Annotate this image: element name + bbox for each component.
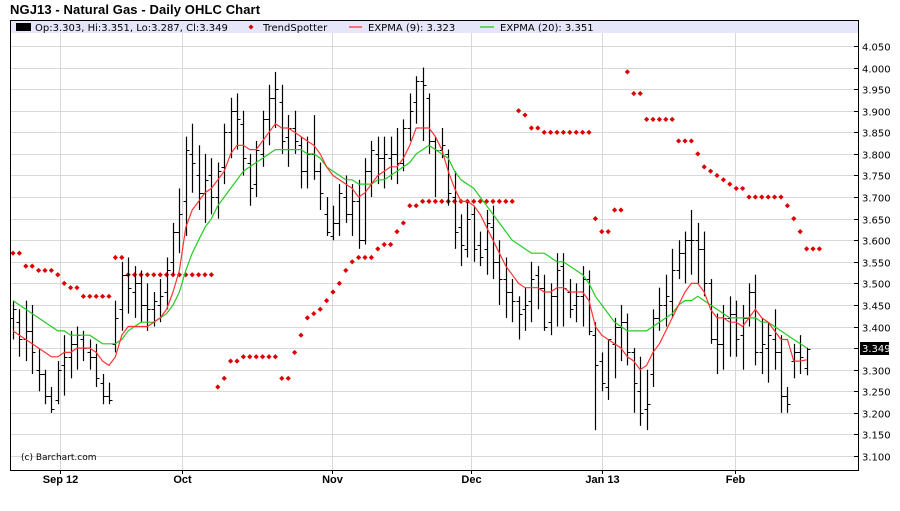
legend-ohlc: Op:3.303, Hi:3.351, Lo:3.287, Cl:3.349 xyxy=(35,23,228,34)
y-tick-label: 3.950 xyxy=(862,86,891,97)
y-tick-label: 3.250 xyxy=(862,388,891,399)
legend-ema9: EXPMA (9): 3.323 xyxy=(368,23,455,34)
x-tick-label: Sep 12 xyxy=(43,474,78,486)
y-tick-label: 3.150 xyxy=(862,431,891,442)
x-tick-label: Oct xyxy=(173,474,192,486)
y-tick-label: 3.900 xyxy=(862,108,891,119)
y-tick-label: 4.050 xyxy=(862,43,891,54)
last-price-label: 3.349 xyxy=(862,344,891,355)
y-tick-label: 3.700 xyxy=(862,194,891,205)
y-tick-label: 3.600 xyxy=(862,237,891,248)
copyright: (c) Barchart.com xyxy=(21,453,97,463)
legend: Op:3.303, Hi:3.351, Lo:3.287, Cl:3.349 T… xyxy=(16,23,594,34)
y-tick-label: 3.550 xyxy=(862,259,891,270)
ema20-line xyxy=(12,144,807,349)
y-tick-label: 3.200 xyxy=(862,410,891,421)
legend-band xyxy=(11,21,858,33)
x-tick-label: Nov xyxy=(322,474,344,486)
x-tick-label: Feb xyxy=(726,474,746,486)
plot-frame xyxy=(10,20,859,471)
trendspotter-diamond-icon xyxy=(248,24,254,30)
ohlc-bars xyxy=(10,67,811,431)
last-price-tag: 3.349 xyxy=(860,342,891,355)
legend-ema20: EXPMA (20): 3.351 xyxy=(500,23,594,34)
y-axis: 4.050 4.000 3.950 3.900 3.850 3.800 3.750 3.700… xyxy=(854,43,891,464)
y-tick-label: 3.650 xyxy=(862,216,891,227)
y-tick-label: 3.500 xyxy=(862,280,891,291)
legend-trendspotter: TrendSpotter xyxy=(262,23,328,34)
ohlc-swatch-icon xyxy=(16,23,31,31)
y-tick-label: 3.300 xyxy=(862,367,891,378)
trendspotter-series xyxy=(10,69,822,390)
y-tick-label: 3.100 xyxy=(862,453,891,464)
grid-lines xyxy=(11,33,858,470)
x-tick-label: Jan 13 xyxy=(585,474,619,486)
y-tick-label: 3.800 xyxy=(862,151,891,162)
y-tick-label: 4.000 xyxy=(862,65,891,76)
ema9-line xyxy=(12,122,807,371)
x-tick-label: Dec xyxy=(461,474,481,486)
y-tick-label: 3.400 xyxy=(862,324,891,335)
y-tick-label: 3.850 xyxy=(862,129,891,140)
y-tick-label: 3.750 xyxy=(862,172,891,183)
chart-title: NGJ13 - Natural Gas - Daily OHLC Chart xyxy=(10,2,261,17)
x-axis: Sep 12 Oct Nov Dec Jan 13 Feb xyxy=(43,470,746,486)
y-tick-label: 3.450 xyxy=(862,302,891,313)
